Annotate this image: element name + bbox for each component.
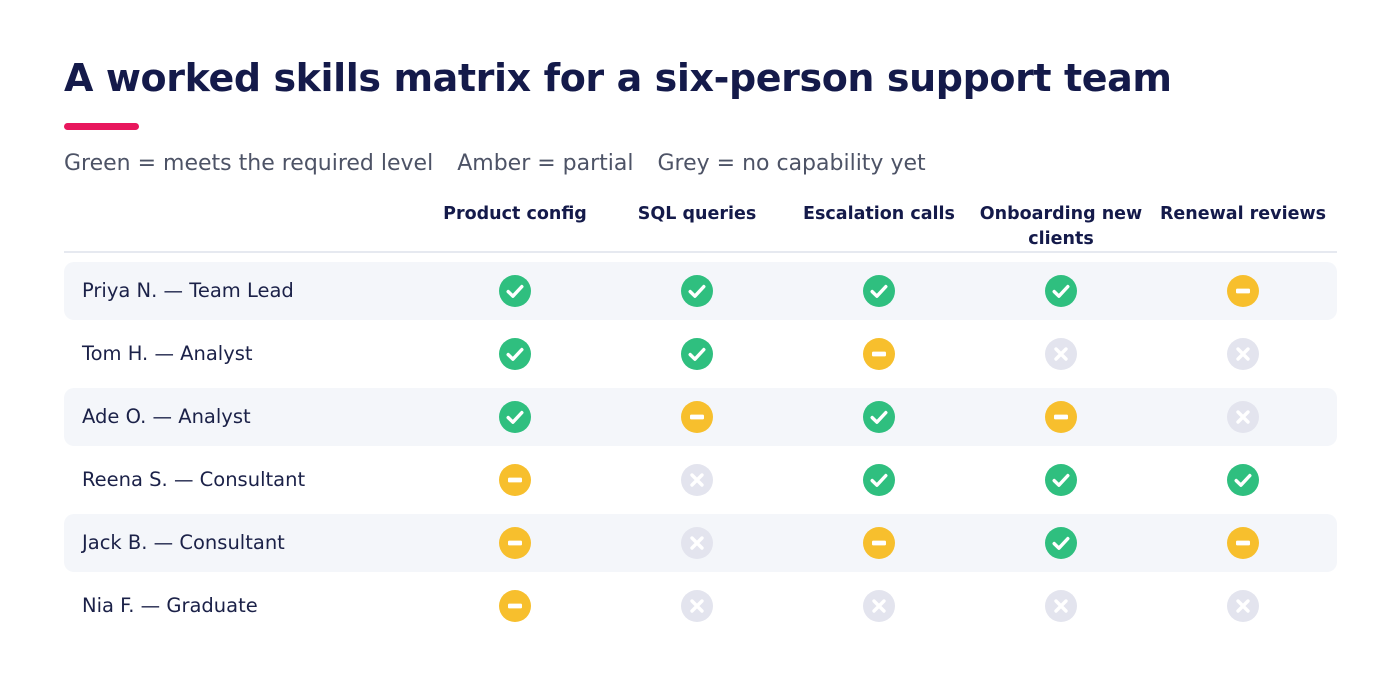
- minus-circle-icon: [1045, 401, 1077, 433]
- team-member-label: Tom H. — Analyst: [82, 342, 253, 365]
- check-circle-icon: [1227, 464, 1259, 496]
- table-row: Nia F. — Graduate: [64, 577, 1337, 635]
- column-header: Product config: [443, 204, 587, 224]
- title-accent-bar: [64, 123, 139, 130]
- legend-item-partial: Amber = partial: [457, 151, 634, 176]
- minus-circle-icon: [499, 464, 531, 496]
- x-circle-icon: [1227, 590, 1259, 622]
- x-circle-icon: [681, 527, 713, 559]
- check-circle-icon: [499, 338, 531, 370]
- team-member-label: Ade O. — Analyst: [82, 405, 251, 428]
- check-circle-icon: [681, 338, 713, 370]
- minus-circle-icon: [863, 527, 895, 559]
- table-row: Priya N. — Team Lead: [64, 262, 1337, 320]
- minus-circle-icon: [1227, 527, 1259, 559]
- x-circle-icon: [681, 464, 713, 496]
- check-circle-icon: [499, 401, 531, 433]
- page-title: A worked skills matrix for a six-person …: [64, 56, 1172, 100]
- x-circle-icon: [1045, 338, 1077, 370]
- check-circle-icon: [681, 275, 713, 307]
- legend: Green = meets the required level Amber =…: [64, 151, 926, 176]
- column-header: SQL queries: [637, 204, 757, 224]
- column-header: Onboarding new clients: [979, 204, 1143, 249]
- matrix-rows: Priya N. — Team Lead Tom H. — Analyst Ade …: [64, 262, 1337, 635]
- x-circle-icon: [1045, 590, 1077, 622]
- column-header: Renewal reviews: [1159, 204, 1327, 224]
- check-circle-icon: [1045, 527, 1077, 559]
- check-circle-icon: [863, 275, 895, 307]
- table-row: Reena S. — Consultant: [64, 451, 1337, 509]
- table-row: Tom H. — Analyst: [64, 325, 1337, 383]
- legend-item-meets: Green = meets the required level: [64, 151, 434, 176]
- minus-circle-icon: [1227, 275, 1259, 307]
- check-circle-icon: [499, 275, 531, 307]
- check-circle-icon: [863, 401, 895, 433]
- team-member-label: Reena S. — Consultant: [82, 468, 306, 491]
- table-row: Ade O. — Analyst: [64, 388, 1337, 446]
- x-circle-icon: [1227, 401, 1259, 433]
- x-circle-icon: [1227, 338, 1259, 370]
- column-header-row: Product config SQL queries Escalation call…: [64, 200, 1337, 253]
- team-member-label: Jack B. — Consultant: [82, 531, 285, 554]
- check-circle-icon: [1045, 464, 1077, 496]
- skills-matrix: Product config SQL queries Escalation call…: [64, 200, 1337, 640]
- team-member-label: Nia F. — Graduate: [82, 594, 258, 617]
- team-member-label: Priya N. — Team Lead: [82, 279, 294, 302]
- minus-circle-icon: [499, 527, 531, 559]
- minus-circle-icon: [863, 338, 895, 370]
- minus-circle-icon: [499, 590, 531, 622]
- x-circle-icon: [681, 590, 713, 622]
- check-circle-icon: [863, 464, 895, 496]
- table-row: Jack B. — Consultant: [64, 514, 1337, 572]
- minus-circle-icon: [681, 401, 713, 433]
- x-circle-icon: [863, 590, 895, 622]
- column-header: Escalation calls: [803, 204, 955, 224]
- legend-item-none: Grey = no capability yet: [657, 151, 926, 176]
- check-circle-icon: [1045, 275, 1077, 307]
